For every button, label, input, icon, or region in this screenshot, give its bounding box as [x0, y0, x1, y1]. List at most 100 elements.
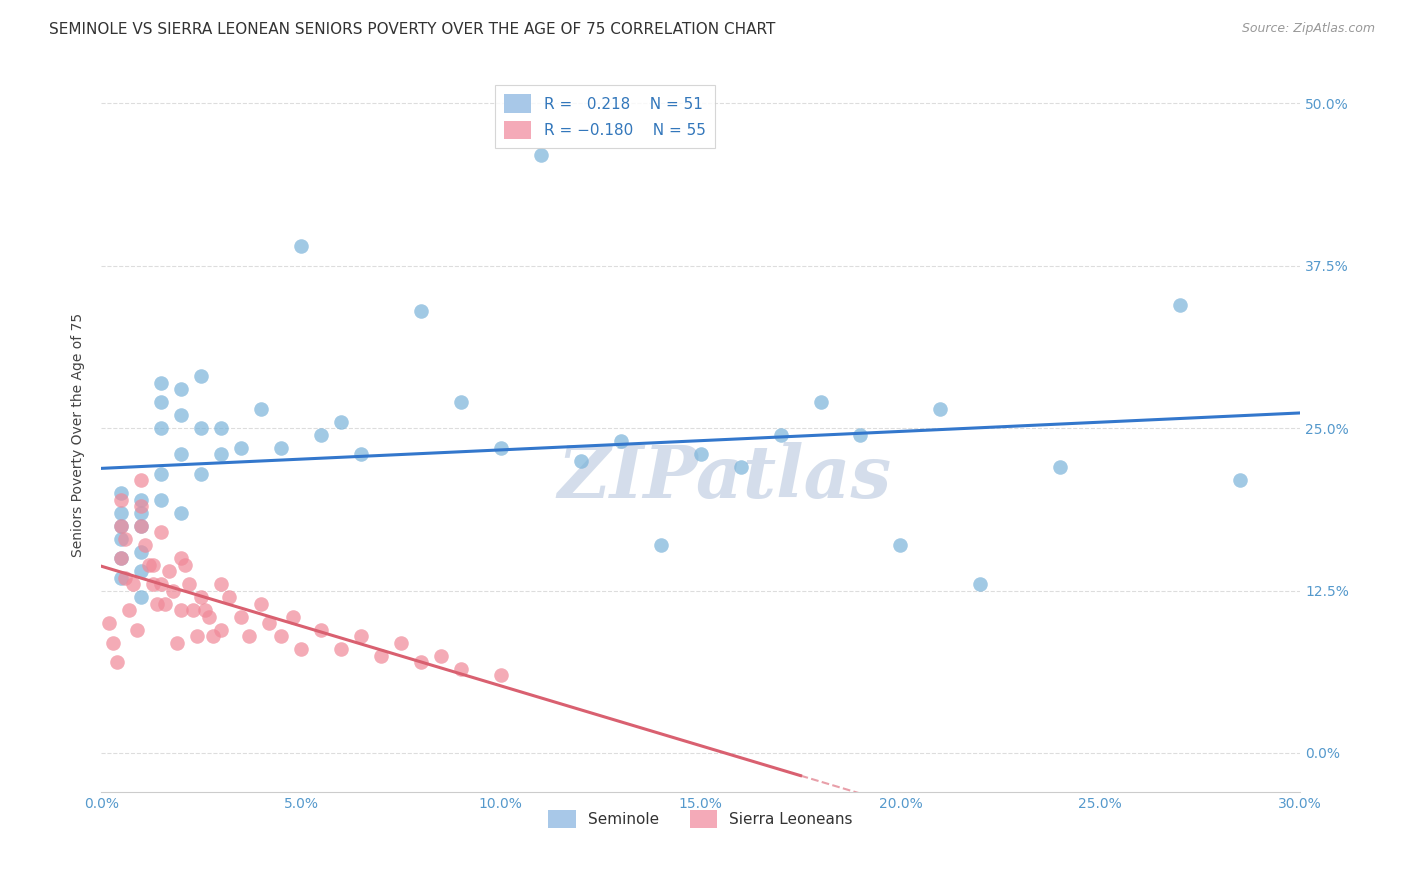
Point: [450, 661, 472, 675]
Point: [170, 447, 193, 461]
Point: [489, 668, 512, 682]
Point: [202, 629, 225, 643]
Point: [730, 460, 752, 475]
Point: [103, 635, 125, 649]
Y-axis label: Seniors Poverty Over the Age of 75: Seniors Poverty Over the Age of 75: [72, 312, 86, 557]
Point: [769, 427, 792, 442]
Point: [969, 577, 991, 591]
Point: [309, 623, 332, 637]
Point: [889, 538, 911, 552]
Point: [153, 597, 176, 611]
Point: [174, 558, 197, 572]
Point: [150, 376, 173, 390]
Point: [129, 506, 152, 520]
Point: [194, 603, 217, 617]
Point: [105, 655, 128, 669]
Point: [129, 492, 152, 507]
Point: [489, 441, 512, 455]
Point: [409, 655, 432, 669]
Point: [122, 577, 145, 591]
Point: [409, 304, 432, 318]
Point: [110, 518, 132, 533]
Point: [157, 564, 180, 578]
Point: [114, 571, 136, 585]
Point: [150, 395, 173, 409]
Point: [129, 564, 152, 578]
Point: [166, 635, 188, 649]
Point: [98, 616, 121, 631]
Point: [290, 642, 312, 657]
Point: [810, 395, 832, 409]
Point: [370, 648, 392, 663]
Point: [150, 421, 173, 435]
Point: [350, 629, 373, 643]
Point: [270, 629, 292, 643]
Point: [129, 518, 152, 533]
Point: [129, 590, 152, 604]
Point: [138, 558, 160, 572]
Point: [110, 518, 132, 533]
Point: [142, 558, 165, 572]
Point: [129, 499, 152, 513]
Point: [450, 395, 472, 409]
Point: [170, 408, 193, 422]
Point: [170, 603, 193, 617]
Point: [330, 642, 353, 657]
Point: [689, 447, 711, 461]
Point: [650, 538, 672, 552]
Point: [110, 551, 132, 566]
Point: [229, 609, 252, 624]
Point: [150, 577, 173, 591]
Text: SEMINOLE VS SIERRA LEONEAN SENIORS POVERTY OVER THE AGE OF 75 CORRELATION CHART: SEMINOLE VS SIERRA LEONEAN SENIORS POVER…: [49, 22, 776, 37]
Point: [129, 473, 152, 487]
Point: [114, 532, 136, 546]
Point: [1168, 298, 1191, 312]
Text: ZIPatlas: ZIPatlas: [558, 442, 891, 513]
Point: [209, 623, 232, 637]
Point: [110, 492, 132, 507]
Point: [229, 441, 252, 455]
Point: [186, 629, 208, 643]
Point: [330, 415, 353, 429]
Point: [190, 467, 212, 481]
Point: [142, 577, 165, 591]
Point: [150, 492, 173, 507]
Point: [190, 421, 212, 435]
Text: Source: ZipAtlas.com: Source: ZipAtlas.com: [1241, 22, 1375, 36]
Point: [170, 382, 193, 396]
Point: [250, 597, 273, 611]
Point: [110, 551, 132, 566]
Point: [170, 506, 193, 520]
Point: [430, 648, 453, 663]
Point: [250, 401, 273, 416]
Point: [110, 532, 132, 546]
Point: [118, 603, 141, 617]
Point: [127, 623, 149, 637]
Point: [150, 525, 173, 540]
Point: [569, 453, 592, 467]
Point: [181, 603, 204, 617]
Point: [209, 577, 232, 591]
Point: [170, 551, 193, 566]
Point: [350, 447, 373, 461]
Point: [929, 401, 952, 416]
Point: [218, 590, 240, 604]
Point: [198, 609, 221, 624]
Point: [609, 434, 631, 449]
Point: [129, 544, 152, 558]
Point: [389, 635, 412, 649]
Point: [238, 629, 260, 643]
Point: [129, 518, 152, 533]
Point: [270, 441, 292, 455]
Point: [849, 427, 872, 442]
Point: [110, 571, 132, 585]
Point: [190, 590, 212, 604]
Point: [110, 506, 132, 520]
Point: [146, 597, 169, 611]
Point: [290, 239, 312, 253]
Point: [281, 609, 304, 624]
Point: [150, 467, 173, 481]
Point: [209, 447, 232, 461]
Point: [309, 427, 332, 442]
Point: [179, 577, 201, 591]
